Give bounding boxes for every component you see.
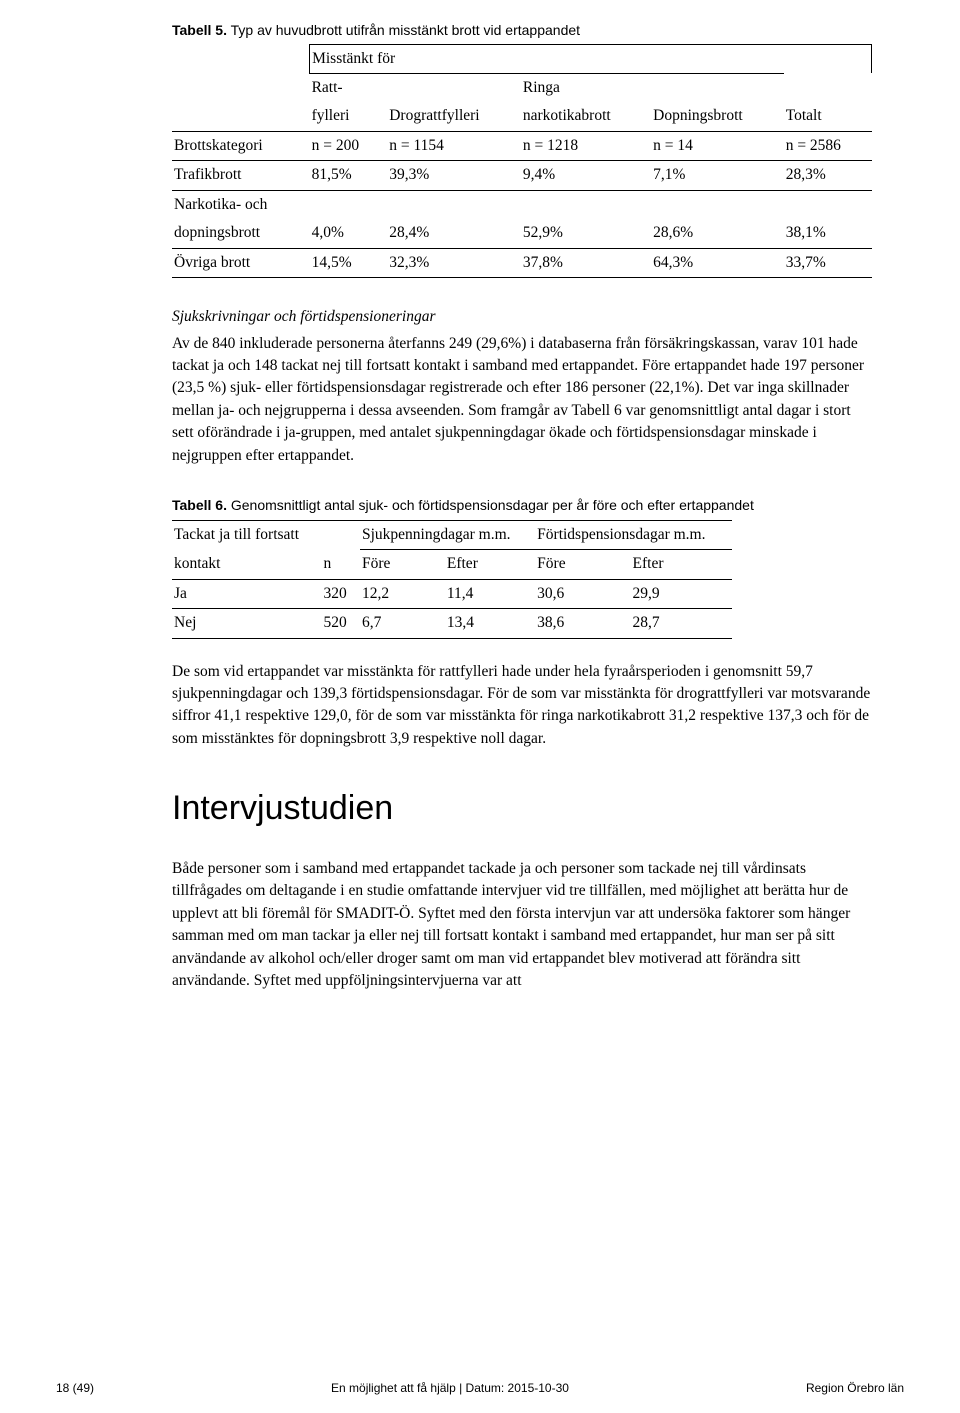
t5-h-bot-5: Totalt xyxy=(784,102,872,131)
table6-title: Tabell 6. Genomsnittligt antal sjuk- och… xyxy=(172,495,872,515)
t5-h-bot-4: Dopningsbrott xyxy=(651,102,784,131)
t6-hb-4: Före xyxy=(535,550,630,579)
t6-hb-1: n xyxy=(322,550,360,579)
t6-hb-5: Efter xyxy=(631,550,732,579)
t6-r1-0: Nej xyxy=(172,609,322,638)
t6-r0-2: 12,2 xyxy=(360,579,445,608)
t5-r3-5: 38,1% xyxy=(784,219,872,248)
t5-h-bot-3: narkotikabrott xyxy=(521,102,651,131)
footer-right: Region Örebro län xyxy=(806,1380,904,1397)
t5-r4-2: 32,3% xyxy=(387,248,521,277)
t6-r1-1: 520 xyxy=(322,609,360,638)
table5-title-rest: Typ av huvudbrott utifrån misstänkt brot… xyxy=(227,22,580,38)
t5-r0-5: n = 2586 xyxy=(784,131,872,160)
footer-center: En möjlighet att få hjälp | Datum: 2015-… xyxy=(56,1380,904,1397)
t6-r0-0: Ja xyxy=(172,579,322,608)
section1-heading: Sjukskrivningar och förtidspensioneringa… xyxy=(172,306,872,328)
t5-r0-2: n = 1154 xyxy=(387,131,521,160)
table5-title: Tabell 5. Typ av huvudbrott utifrån miss… xyxy=(172,20,872,40)
t6-hb-2: Före xyxy=(360,550,445,579)
t5-r0-3: n = 1218 xyxy=(521,131,651,160)
t5-h-bot-2: Drograttfylleri xyxy=(387,102,521,131)
t5-r4-3: 37,8% xyxy=(521,248,651,277)
t6-hb-0: kontakt xyxy=(172,550,322,579)
t5-r3-0: dopningsbrott xyxy=(172,219,310,248)
t5-r1-2: 39,3% xyxy=(387,161,521,190)
t5-h-bot-1: fylleri xyxy=(310,102,388,131)
t5-r1-3: 9,4% xyxy=(521,161,651,190)
t5-r3-1: 4,0% xyxy=(310,219,388,248)
t6-r1-2: 6,7 xyxy=(360,609,445,638)
t5-r1-0: Trafikbrott xyxy=(172,161,310,190)
t5-r3-4: 28,6% xyxy=(651,219,784,248)
t5-r3-2: 28,4% xyxy=(387,219,521,248)
table6-title-rest: Genomsnittligt antal sjuk- och förtidspe… xyxy=(227,497,754,513)
t6-r1-4: 38,6 xyxy=(535,609,630,638)
table5: Misstänkt för Ratt- Ringa fylleri Drogra… xyxy=(172,44,872,278)
t5-r0-4: n = 14 xyxy=(651,131,784,160)
t5-r0-1: n = 200 xyxy=(310,131,388,160)
t5-r1-5: 28,3% xyxy=(784,161,872,190)
t6-r0-3: 11,4 xyxy=(445,579,535,608)
t6-ht-4: Förtidspensionsdagar m.m. xyxy=(535,520,732,549)
paragraph3: Både personer som i samband med ertappan… xyxy=(172,858,872,993)
table5-misstankt-header: Misstänkt för xyxy=(310,45,784,73)
t5-r4-0: Övriga brott xyxy=(172,248,310,277)
t6-r1-5: 28,7 xyxy=(631,609,732,638)
page-footer: 18 (49) Region Örebro län En möjlighet a… xyxy=(0,1380,960,1397)
t5-r1-1: 81,5% xyxy=(310,161,388,190)
t5-r1-4: 7,1% xyxy=(651,161,784,190)
t5-r4-1: 14,5% xyxy=(310,248,388,277)
table6-title-bold: Tabell 6. xyxy=(172,497,227,513)
t5-h-top-3: Ringa xyxy=(521,73,651,102)
table5-title-bold: Tabell 5. xyxy=(172,22,227,38)
heading-intervjustudien: Intervjustudien xyxy=(172,784,872,833)
t5-r4-4: 64,3% xyxy=(651,248,784,277)
t6-r0-4: 30,6 xyxy=(535,579,630,608)
t5-r2-0: Narkotika- och xyxy=(172,190,310,219)
t5-h-top-1: Ratt- xyxy=(310,73,388,102)
t5-r4-5: 33,7% xyxy=(784,248,872,277)
t5-r0-0: Brottskategori xyxy=(172,131,310,160)
footer-left: 18 (49) xyxy=(56,1380,94,1397)
t5-r3-3: 52,9% xyxy=(521,219,651,248)
t6-ht-0: Tackat ja till fortsatt xyxy=(172,520,322,549)
t6-r1-3: 13,4 xyxy=(445,609,535,638)
paragraph1: Av de 840 inkluderade personerna återfan… xyxy=(172,333,872,468)
t6-r0-5: 29,9 xyxy=(631,579,732,608)
table6: Tackat ja till fortsatt Sjukpenningdagar… xyxy=(172,520,732,639)
paragraph2: De som vid ertappandet var misstänkta fö… xyxy=(172,661,872,751)
t6-ht-2: Sjukpenningdagar m.m. xyxy=(360,520,535,549)
t6-r0-1: 320 xyxy=(322,579,360,608)
t6-hb-3: Efter xyxy=(445,550,535,579)
